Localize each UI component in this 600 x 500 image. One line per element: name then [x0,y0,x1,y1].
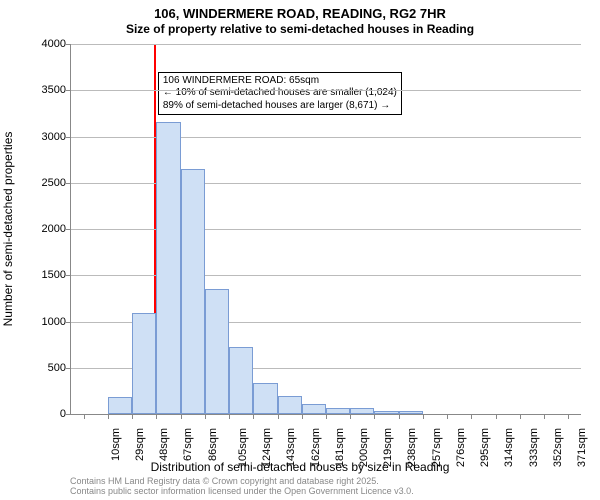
gridline [71,90,581,91]
x-tick [205,414,206,419]
y-tick [66,368,71,369]
x-tick [181,414,182,419]
y-tick [66,183,71,184]
histogram-bar [302,404,326,414]
y-tick [66,275,71,276]
x-tick [350,414,351,419]
histogram-bar [181,169,205,414]
footer-line-1: Contains HM Land Registry data © Crown c… [70,476,414,486]
annotation-box: 106 WINDERMERE ROAD: 65sqm ← 10% of semi… [158,72,402,116]
histogram-bar [253,383,277,414]
x-tick [302,414,303,419]
x-tick-label: 238sqm [407,428,419,467]
histogram-bar [326,408,350,414]
y-tick [66,90,71,91]
x-tick-label: 162sqm [310,428,322,467]
y-tick [66,44,71,45]
x-tick-label: 352sqm [552,428,564,467]
footer-line-2: Contains public sector information licen… [70,486,414,496]
x-tick-label: 181sqm [334,428,346,467]
chart-container: { "chart": { "type": "histogram", "title… [0,0,600,500]
x-tick [108,414,109,419]
x-tick-label: 105sqm [237,428,249,467]
y-tick-label: 1500 [26,269,66,281]
y-tick-label: 4000 [26,38,66,50]
x-tick-label: 29sqm [134,428,146,461]
x-tick-label: 276sqm [455,428,467,467]
y-tick-label: 2500 [26,177,66,189]
gridline [71,229,581,230]
y-tick-label: 3500 [26,84,66,96]
y-tick-label: 2000 [26,223,66,235]
chart-title: 106, WINDERMERE ROAD, READING, RG2 7HR [0,6,600,21]
x-tick [132,414,133,419]
x-tick [568,414,569,419]
histogram-bar [350,408,374,414]
histogram-bar [132,313,156,414]
histogram-bar [205,289,229,414]
gridline [71,137,581,138]
gridline [71,183,581,184]
y-tick [66,322,71,323]
histogram-bar [156,122,180,414]
x-tick [253,414,254,419]
x-tick [278,414,279,419]
y-tick-label: 500 [26,362,66,374]
x-tick [374,414,375,419]
x-tick [423,414,424,419]
x-tick-label: 333sqm [528,428,540,467]
x-tick-label: 314sqm [503,428,515,467]
x-tick-label: 124sqm [261,428,273,467]
x-tick [496,414,497,419]
x-tick-label: 86sqm [207,428,219,461]
x-tick [229,414,230,419]
x-tick-label: 67sqm [182,428,194,461]
x-tick [544,414,545,419]
x-tick [84,414,85,419]
annotation-line-3: 89% of semi-detached houses are larger (… [163,100,397,113]
histogram-bar [374,411,398,414]
annotation-line-2: ← 10% of semi-detached houses are smalle… [163,87,397,100]
x-tick-label: 48sqm [158,428,170,461]
x-tick-label: 219sqm [382,428,394,467]
x-tick [326,414,327,419]
x-tick-label: 200sqm [358,428,370,467]
footer-attribution: Contains HM Land Registry data © Crown c… [70,476,414,497]
y-tick [66,414,71,415]
x-tick-label: 10sqm [110,428,122,461]
histogram-bar [278,396,302,415]
x-tick [520,414,521,419]
histogram-bar [108,397,132,414]
plot-area: 106 WINDERMERE ROAD: 65sqm ← 10% of semi… [70,44,581,415]
chart-subtitle: Size of property relative to semi-detach… [0,22,600,36]
x-tick-label: 257sqm [431,428,443,467]
y-tick-label: 1000 [26,316,66,328]
y-tick-label: 3000 [26,131,66,143]
gridline [71,275,581,276]
x-tick-label: 143sqm [285,428,297,467]
annotation-line-1: 106 WINDERMERE ROAD: 65sqm [163,75,397,88]
y-axis-label: Number of semi-detached properties [1,34,15,229]
histogram-bar [399,411,423,414]
x-tick-label: 295sqm [479,428,491,467]
y-tick [66,137,71,138]
histogram-bar [229,347,253,414]
x-tick [471,414,472,419]
x-tick-label: 371sqm [576,428,588,467]
x-tick [399,414,400,419]
y-tick [66,229,71,230]
y-tick-label: 0 [26,408,66,420]
x-tick [156,414,157,419]
gridline [71,44,581,45]
x-tick [447,414,448,419]
